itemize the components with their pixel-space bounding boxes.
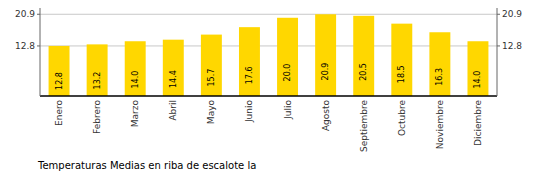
- bar: [391, 24, 412, 96]
- data-label: 18.5: [397, 65, 406, 83]
- bar: [353, 16, 374, 96]
- y2-tick-label: 12.8: [502, 41, 522, 51]
- data-label: 20.5: [359, 63, 368, 81]
- x-tick-label: Enero: [54, 100, 64, 126]
- x-tick-label: Julio: [283, 100, 293, 120]
- chart: 12.8 13.2 14.0 14.4 15.7 17.6 20.0 20.9 20.5 18.5…: [0, 0, 537, 174]
- bar: [125, 41, 146, 96]
- bar: [201, 35, 222, 96]
- x-tick-label: Agosto: [321, 100, 331, 132]
- x-tick-label: Abril: [168, 100, 178, 121]
- data-label: 13.2: [93, 72, 102, 90]
- bar: [163, 40, 184, 96]
- x-tick-label: Septiembre: [359, 100, 369, 153]
- grid-line: [40, 45, 497, 46]
- data-label: 16.3: [435, 68, 444, 86]
- y2-tick: [497, 14, 500, 15]
- bar: [277, 18, 298, 96]
- x-tick-label: Mayo: [206, 100, 216, 125]
- y2-axis-line: [497, 8, 498, 96]
- y2-tick: [497, 45, 500, 46]
- data-label: 15.7: [207, 69, 216, 87]
- data-label: 14.0: [473, 71, 482, 89]
- x-tick-label: Febrero: [92, 100, 102, 134]
- x-tick-label: Noviembre: [435, 100, 445, 150]
- x-tick-label: Octubre: [397, 100, 407, 136]
- bar: [239, 27, 260, 96]
- x-axis-line: [40, 95, 497, 97]
- data-label: 12.8: [55, 72, 64, 90]
- data-label: 20.0: [283, 64, 292, 82]
- data-label: 17.6: [245, 66, 254, 84]
- bar: [87, 44, 108, 96]
- x-tick-label: Marzo: [130, 100, 140, 128]
- y-tick: [37, 45, 40, 46]
- bar: [467, 41, 488, 96]
- y-axis-line: [40, 8, 41, 96]
- bar: [315, 14, 336, 96]
- grid-line: [40, 14, 497, 15]
- bars: [49, 14, 489, 96]
- bar: [429, 32, 450, 96]
- bar: [49, 46, 70, 96]
- data-label: 14.4: [169, 70, 178, 88]
- y-tick-label: 20.9: [15, 9, 35, 19]
- data-label: 14.0: [131, 71, 140, 89]
- y-tick: [37, 14, 40, 15]
- data-label: 20.9: [321, 63, 330, 81]
- x-tick-label: Diciembre: [473, 100, 483, 146]
- title: Temperaturas Medias en riba de escalote …: [37, 160, 256, 171]
- x-tick-label: Junio: [244, 100, 254, 124]
- y-tick-label: 12.8: [15, 41, 35, 51]
- y2-tick-label: 20.9: [502, 9, 522, 19]
